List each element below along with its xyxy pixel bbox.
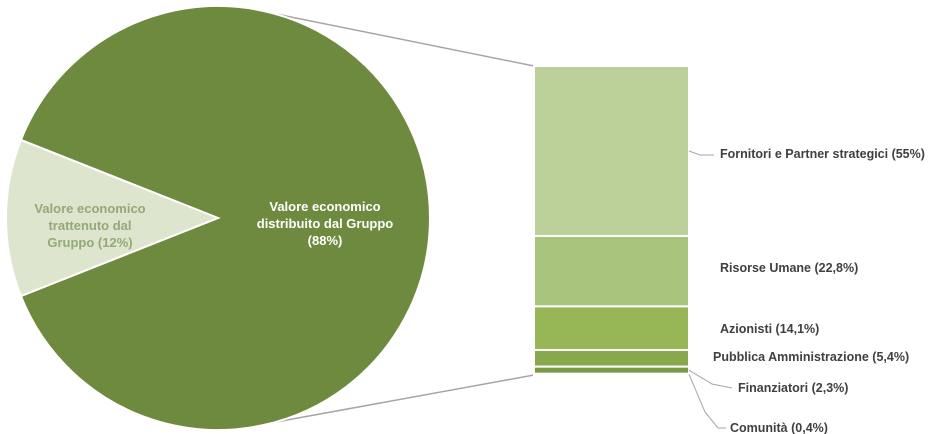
leader-4	[688, 369, 733, 389]
pie-label-distributed: Valore economico distribuito dal Gruppo (8…	[257, 199, 394, 248]
bar-segment-0	[533, 65, 690, 237]
bar-label-leaders	[688, 150, 733, 429]
leader-0	[688, 150, 714, 156]
pie-slice-distributed	[19, 5, 431, 431]
bar-segment-3	[533, 348, 690, 368]
connector-top	[275, 13, 535, 67]
bar-label-4: Finanziatori (2,3%)	[738, 381, 848, 395]
leader-5	[688, 374, 726, 429]
bar-segment-5	[533, 372, 690, 377]
pie-labels: Valore economico distribuito dal Gruppo (8…	[34, 199, 393, 250]
bar-segment-4	[533, 365, 690, 375]
bar-label-2: Azionisti (14,1%)	[720, 322, 819, 336]
pie	[5, 5, 431, 431]
connector-lines	[275, 13, 535, 423]
stacked-bar	[533, 65, 690, 377]
pie-label-retained: Valore economico trattenuto dal Gruppo (12…	[34, 201, 145, 250]
connector-bottom	[275, 374, 535, 423]
bar-label-1: Risorse Umane (22,8%)	[720, 261, 858, 275]
pie-slice-retained	[5, 138, 221, 298]
bar-segment-1	[533, 234, 690, 308]
bar-label-0: Fornitori e Partner strategici (55%)	[720, 147, 925, 161]
bar-segment-2	[533, 305, 690, 351]
bar-labels: Fornitori e Partner strategici (55%) Riso…	[713, 147, 925, 434]
bar-label-5: Comunità (0,4%)	[730, 421, 828, 434]
bar-label-3: Pubblica Amministrazione (5,4%)	[713, 350, 909, 364]
